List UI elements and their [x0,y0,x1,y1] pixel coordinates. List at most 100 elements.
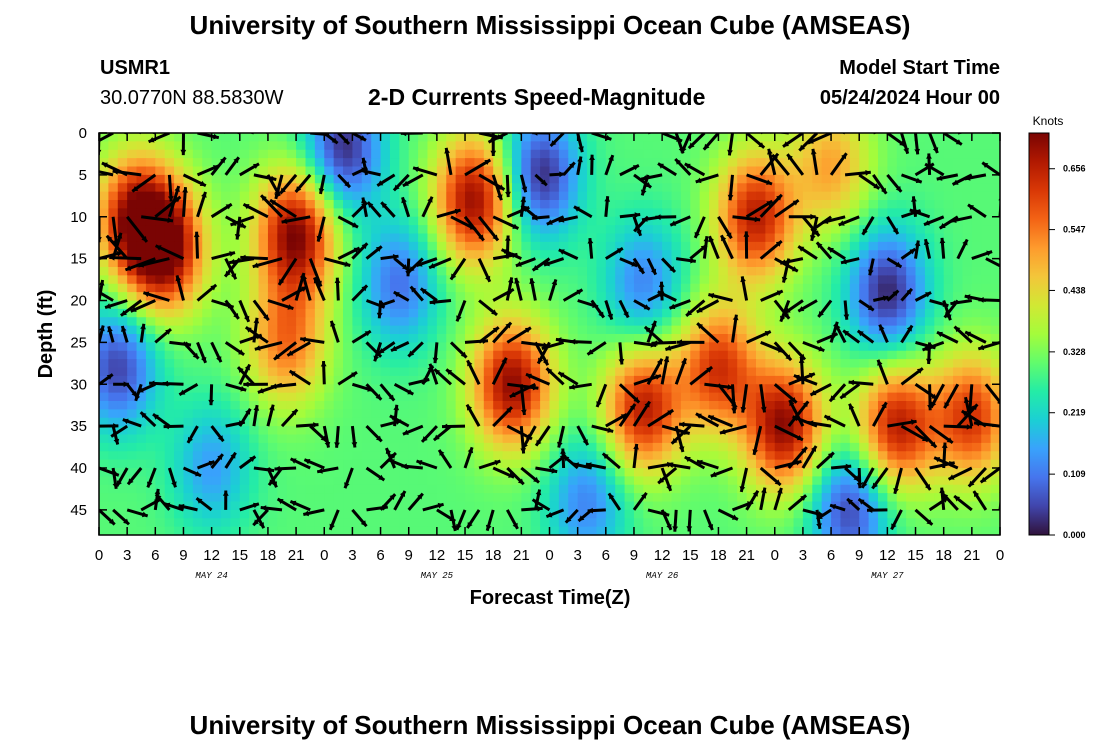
heat-cell [802,334,813,343]
heat-cell [465,384,476,394]
heat-cell [868,325,879,335]
heat-cell [389,292,400,302]
heat-cell [493,325,504,335]
heat-cell [774,308,785,318]
heat-cell [924,200,935,209]
heat-cell [746,484,757,494]
heat-cell [249,233,260,243]
heat-cell [267,141,278,151]
heat-cell [305,241,316,251]
current-arrow [379,383,396,402]
heat-cell [389,166,400,176]
heat-cell [915,334,926,343]
heat-cell [953,149,964,159]
heat-cell [352,233,363,243]
heat-cell [896,191,907,201]
heat-cell [774,275,785,285]
heat-cell [699,350,710,360]
heat-cell [333,334,344,343]
heat-cell [455,459,466,469]
heat-cell [831,350,842,360]
current-arrow [569,338,592,345]
heat-cell [652,526,663,535]
heat-cell [558,241,569,251]
heat-cell [934,308,945,318]
heat-cell [333,501,344,511]
heat-cell [408,468,419,477]
heat-cell [174,200,185,209]
heat-cell [924,325,935,335]
heat-cell [540,241,551,251]
heat-cell [145,367,156,377]
heat-cell [859,216,870,226]
heat-cell [380,493,391,503]
heat-cell [877,258,888,268]
heat-cell [277,509,288,519]
heat-cell [943,292,954,302]
heat-cell [840,459,851,469]
heat-cell [699,375,710,385]
heat-cell [343,149,354,159]
heat-cell [849,275,860,285]
heat-cell [324,518,335,528]
heat-cell [680,200,691,209]
heat-cell [483,308,494,318]
heat-cell [418,468,429,477]
heat-cell [305,275,316,285]
heat-cell [99,317,109,327]
heat-cell [605,216,616,226]
heat-cell [924,258,935,268]
heat-cell [624,275,635,285]
heat-cell [286,241,297,251]
heat-cell [465,468,476,477]
heat-cell [699,468,710,477]
heat-cell [371,434,382,444]
heat-cell [211,317,222,327]
heat-cell [117,258,128,268]
heat-cell [99,334,109,343]
heat-cell [831,401,842,410]
heat-cell [493,401,504,410]
heat-cell [136,225,147,235]
heat-cell [924,501,935,511]
heat-cell [596,526,607,535]
heat-cell [718,200,729,209]
heat-cell [511,292,522,302]
heat-cell [821,384,832,394]
heat-cell [511,174,522,184]
heat-cell [474,317,485,327]
heat-cell [765,191,776,201]
heat-cell [174,174,185,184]
current-arrow [154,493,171,511]
heat-cell [521,484,532,494]
heat-cell [99,216,109,226]
heat-cell [755,459,766,469]
heat-cell [249,216,260,226]
heat-cell [549,250,560,260]
heat-cell [718,484,729,494]
heat-cell [652,342,663,352]
heat-cell [859,275,870,285]
heat-cell [596,166,607,176]
heat-cell [755,158,766,168]
heat-cell [549,308,560,318]
heat-cell [699,392,710,402]
heat-cell [943,149,954,159]
heat-cell [868,174,879,184]
heat-cell [624,459,635,469]
heat-cell [324,158,335,168]
heat-cell [605,267,616,276]
heat-cell [324,292,335,302]
heat-cell [774,133,785,142]
heat-cell [802,208,813,218]
heat-cell [652,174,663,184]
heat-cell [145,241,156,251]
current-arrow [607,492,622,511]
current-arrow [210,202,233,219]
heat-cell [333,518,344,528]
heat-cell [906,250,917,260]
heat-cell [831,208,842,218]
heat-cell [849,133,860,142]
heat-cell [615,325,626,335]
heat-cell [502,275,513,285]
